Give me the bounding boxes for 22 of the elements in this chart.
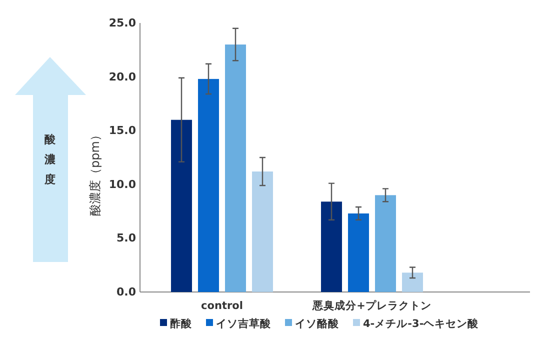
bar xyxy=(321,202,342,292)
y-axis-title: 酸濃度（ppm） xyxy=(88,129,102,216)
bar xyxy=(402,272,423,292)
y-tick-label: 15.0 xyxy=(108,124,136,138)
legend-label: 酢酸 xyxy=(170,317,193,330)
y-tick-label: 0.0 xyxy=(116,286,136,298)
x-tick-label: control xyxy=(201,300,243,312)
legend-label: 4-メチル-3-ヘキセン酸 xyxy=(363,317,480,330)
bar xyxy=(198,78,219,292)
bar xyxy=(252,171,273,292)
x-tick-label: 悪臭成分+プレラクトン xyxy=(312,299,432,312)
y-tick-label: 5.0 xyxy=(116,232,136,245)
bar xyxy=(375,195,396,292)
y-tick-label: 25.0 xyxy=(108,16,136,30)
bar xyxy=(348,213,369,292)
legend-label: イソ吉草酸 xyxy=(216,317,272,330)
legend-label: イソ酪酸 xyxy=(295,317,340,330)
bar xyxy=(171,120,192,292)
y-tick-label: 20.0 xyxy=(108,70,136,84)
y-tick-label: 10.0 xyxy=(108,178,136,191)
text: 酸濃度 xyxy=(44,133,56,186)
bar xyxy=(225,44,246,292)
